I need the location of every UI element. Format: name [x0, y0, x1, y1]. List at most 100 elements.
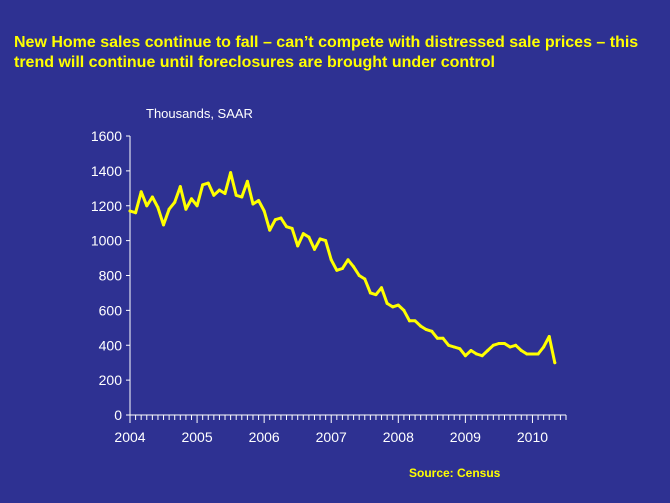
data-point [178, 185, 182, 189]
data-point [491, 343, 495, 347]
y-axis-label: Thousands, SAAR [146, 106, 253, 121]
data-point [352, 265, 356, 269]
y-tick-label: 800 [99, 268, 123, 284]
data-point [173, 200, 177, 204]
data-point [503, 342, 507, 346]
data-point [324, 239, 328, 243]
data-point [128, 209, 132, 213]
data-point [514, 343, 518, 347]
data-point [519, 348, 523, 352]
y-ticks: 0 200 400 600 800 1000 1200 1400 1600 [91, 128, 130, 423]
data-point [430, 329, 434, 333]
y-tick-label: 200 [99, 372, 123, 388]
data-point [312, 247, 316, 251]
data-point [413, 319, 417, 323]
data-point [139, 190, 143, 194]
data-point [530, 352, 534, 356]
data-point [396, 303, 400, 307]
data-point [508, 345, 512, 349]
data-point [346, 258, 350, 262]
slide-title: New Home sales continue to fall – can’t … [14, 34, 639, 71]
data-point [380, 286, 384, 290]
data-point [229, 171, 233, 175]
data-point [497, 342, 501, 346]
data-point [463, 354, 467, 358]
data-point [201, 183, 205, 187]
data-point [307, 235, 311, 239]
data-point [156, 205, 160, 209]
data-point [340, 267, 344, 271]
y-tick-label: 600 [99, 302, 123, 318]
data-point [279, 216, 283, 220]
data-point [525, 352, 529, 356]
data-point [285, 225, 289, 229]
data-point [536, 352, 540, 356]
data-point [145, 204, 149, 208]
data-point [547, 335, 551, 339]
data-point [206, 181, 210, 185]
data-point [251, 202, 255, 206]
y-tick-label: 1400 [91, 163, 122, 179]
x-tick-label: 2006 [249, 429, 280, 445]
source-note: Source: Census [409, 466, 501, 480]
data-point [245, 179, 249, 183]
data-point [391, 305, 395, 309]
x-tick-label: 2008 [383, 429, 414, 445]
data-point [189, 197, 193, 201]
data-point [357, 274, 361, 277]
data-point [469, 348, 473, 352]
data-point [262, 209, 266, 213]
x-tick-label: 2007 [316, 429, 347, 445]
data-point [447, 343, 451, 347]
data-point [162, 223, 166, 227]
data-point [257, 199, 261, 203]
data-points [128, 171, 557, 365]
x-ticks: 2004 2005 2006 2007 2008 2009 2010 [114, 415, 567, 445]
data-point [318, 237, 322, 241]
data-point [480, 354, 484, 358]
x-tick-label: 2005 [181, 429, 212, 445]
data-point [452, 345, 456, 349]
y-tick-label: 1600 [91, 128, 122, 144]
y-tick-label: 400 [99, 337, 123, 353]
data-point [134, 211, 138, 215]
data-point [385, 301, 389, 305]
data-point [273, 218, 277, 222]
data-point [407, 319, 411, 323]
data-point [486, 348, 490, 352]
data-point [374, 293, 378, 297]
data-point [296, 244, 300, 248]
data-point [217, 188, 221, 192]
data-point [301, 232, 305, 236]
data-point [441, 336, 445, 340]
data-point [268, 228, 272, 232]
data-point [329, 258, 333, 262]
data-point [363, 277, 367, 281]
data-point [167, 207, 171, 211]
data-point [419, 324, 423, 328]
y-tick-label: 1000 [91, 233, 122, 249]
data-point [234, 193, 238, 197]
data-point [424, 328, 428, 332]
data-point [184, 207, 188, 211]
data-point [240, 195, 244, 199]
y-tick-label: 1200 [91, 198, 122, 214]
data-point [435, 336, 439, 340]
y-tick-label: 0 [114, 407, 122, 423]
data-point [475, 352, 479, 356]
data-point [290, 226, 294, 230]
x-tick-label: 2009 [450, 429, 481, 445]
data-point [402, 308, 406, 312]
x-tick-label: 2010 [517, 429, 548, 445]
data-point [458, 347, 462, 351]
data-point [150, 195, 154, 199]
data-point [368, 291, 372, 295]
data-point [335, 268, 339, 272]
data-point [195, 204, 199, 208]
data-point [553, 361, 557, 365]
x-tick-label: 2004 [114, 429, 145, 445]
data-point [223, 192, 227, 196]
data-point [212, 193, 216, 197]
data-point [542, 345, 546, 349]
